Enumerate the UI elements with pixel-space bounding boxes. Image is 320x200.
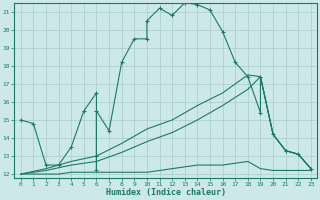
X-axis label: Humidex (Indice chaleur): Humidex (Indice chaleur) [106,188,226,197]
